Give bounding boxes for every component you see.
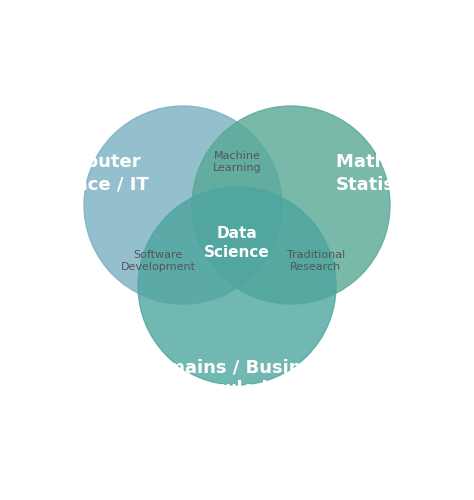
Text: Software
Development: Software Development [121, 250, 196, 272]
Circle shape [84, 106, 282, 304]
Circle shape [192, 106, 390, 304]
Text: Data
Science: Data Science [204, 226, 270, 260]
Text: Traditional
Research: Traditional Research [287, 250, 345, 272]
Text: Machine
Learning: Machine Learning [213, 151, 261, 174]
Text: Math and
Statistics: Math and Statistics [336, 154, 431, 194]
Circle shape [138, 187, 336, 385]
Text: Domains / Business
Knowledge: Domains / Business Knowledge [139, 358, 335, 399]
Text: Computer
Science / IT: Computer Science / IT [33, 154, 149, 194]
